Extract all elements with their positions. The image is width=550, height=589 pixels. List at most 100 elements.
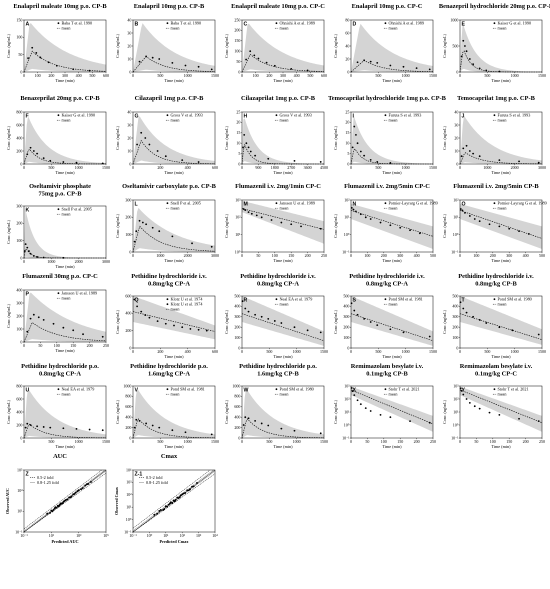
y-tick-label: 10⁰ (453, 422, 459, 427)
legend-mean-label: mean (279, 302, 289, 307)
legend-marker (57, 208, 60, 211)
y-tick-label: 0 (129, 345, 131, 350)
x-tick-label: 1500 (211, 439, 219, 444)
x-tick-label: 150 (397, 439, 403, 444)
data-point (81, 487, 84, 489)
y-tick-label: 1000 (123, 383, 131, 388)
observed-point (205, 329, 208, 332)
x-tick-label: 4500 (320, 165, 328, 170)
x-axis-label: Time (min) (382, 354, 402, 359)
legend-label: Kaiser G et al. 1990 (497, 21, 531, 26)
panel-title: Flumazenil 30mg p.o. CP-C (22, 273, 98, 280)
observed-point (145, 422, 148, 425)
x-tick-label: 300 (506, 253, 512, 258)
observed-point (245, 142, 248, 145)
observed-point (158, 58, 161, 60)
panel-title: Pethidine hydrochloride i.v. (131, 273, 207, 280)
panel-letter: K (26, 208, 30, 214)
observed-point (164, 155, 167, 158)
data-point (90, 480, 92, 483)
panel-z-1: Cmax 10⁻¹10⁻¹ 10⁰ 10⁰ 10¹ 10¹ 10² 10² 10³ 10³ 10⁴ 1… (114, 453, 218, 544)
x-axis-label: Time (min) (55, 170, 75, 175)
y-tick-label: 800 (16, 383, 22, 388)
x-tick-label: 0 (23, 259, 25, 264)
observed-point (138, 219, 141, 222)
panel-w: Pethidine hydrochloride p.o.1.6mg/kg CP-… (224, 363, 328, 449)
y-tick-label: 10⁻¹ (342, 435, 350, 440)
observed-point (245, 58, 248, 61)
y-tick-label: 200 (16, 422, 22, 427)
observed-point (473, 218, 476, 220)
x-axis-label: Time (min) (273, 444, 293, 449)
x-tick-label: 0 (23, 439, 25, 444)
x-tick-label: 2000 (511, 165, 519, 170)
observed-point (402, 65, 405, 68)
data-point (184, 492, 187, 494)
y-tick-label: 10 (127, 148, 131, 153)
observed-point (26, 246, 29, 249)
x-tick-label: 10¹ (49, 533, 55, 538)
panel-title: Temocaprilat hydrochloride 1mg p.o. CP-B (328, 95, 447, 102)
data-point (59, 503, 62, 506)
x-tick-label: 0 (132, 439, 134, 444)
x-tick-label: 1800 (271, 165, 279, 170)
observed-point (376, 62, 379, 64)
observed-point (156, 320, 159, 323)
observed-point (478, 407, 481, 410)
y-tick-label: 0 (238, 435, 240, 440)
x-tick-label: 300 (62, 73, 68, 78)
observed-point (355, 133, 357, 136)
x-tick-label: 1000 (47, 259, 55, 264)
y-tick-label: 20 (345, 120, 349, 125)
y-tick-label: 0 (347, 69, 349, 74)
panel-title: 0.8mg/kg CP-A (39, 371, 81, 378)
y-tick-label: 40 (127, 109, 131, 114)
observed-point (290, 223, 293, 226)
y-tick-label: 500 (234, 293, 240, 298)
observed-point (376, 324, 379, 327)
legend-mean-label: mean (497, 302, 507, 307)
x-tick-label: 250 (103, 343, 109, 348)
observed-point (158, 230, 161, 233)
y-tick-label: 30 (127, 30, 131, 35)
legend-label: 0.8-1.25 fold (146, 480, 169, 485)
observed-point (498, 225, 501, 228)
legend-label: Kaiser G et al. 1990 (61, 113, 95, 118)
panel-r: Pethidine hydrochloride i.v.0.8mg/kg CP-… (224, 273, 328, 359)
x-tick-label: 50 (256, 253, 260, 258)
axes-frame (459, 295, 543, 349)
x-tick-label: 10³ (196, 533, 202, 538)
observed-point (518, 160, 520, 163)
y-tick-label: 150 (16, 17, 22, 22)
observed-point (267, 157, 270, 160)
x-tick-label: 400 (76, 73, 82, 78)
x-tick-label: 50 (365, 439, 369, 444)
x-tick-label: 500 (157, 439, 163, 444)
x-tick-label: 500 (484, 349, 490, 354)
x-tick-label: 400 (294, 73, 300, 78)
y-axis-label: Conc. (ng/mL) (6, 399, 11, 423)
simulated-band (133, 116, 215, 164)
panel-z: AUC 10⁻¹10⁻¹ 10¹ 10¹ 10³ 10³ 10⁵ 10⁵ Predicted A… (5, 453, 109, 544)
simulated-band (24, 292, 106, 342)
y-tick-label: 10⁻¹ (451, 435, 459, 440)
legend-label: Janssen U et al. 1989 (279, 201, 314, 206)
observed-point (280, 427, 283, 430)
data-point (69, 496, 72, 499)
observed-point (156, 150, 159, 152)
y-tick-label: 200 (343, 325, 349, 330)
y-tick-label: 200 (16, 221, 22, 226)
observed-point (62, 427, 65, 430)
observed-point (465, 398, 468, 400)
data-point (80, 488, 83, 491)
y-tick-label: 1000 (232, 383, 240, 388)
observed-point (42, 319, 45, 321)
y-tick-label: 600 (234, 404, 240, 409)
x-tick-label: 1500 (320, 349, 328, 354)
observed-point (273, 64, 276, 67)
y-axis-label: Conc. (ng/mL) (333, 213, 338, 237)
y-tick-label: 0 (238, 69, 240, 74)
y-axis-label: Conc. (ng/mL) (442, 309, 447, 333)
observed-point (27, 57, 29, 60)
y-tick-label: 100 (125, 232, 131, 237)
